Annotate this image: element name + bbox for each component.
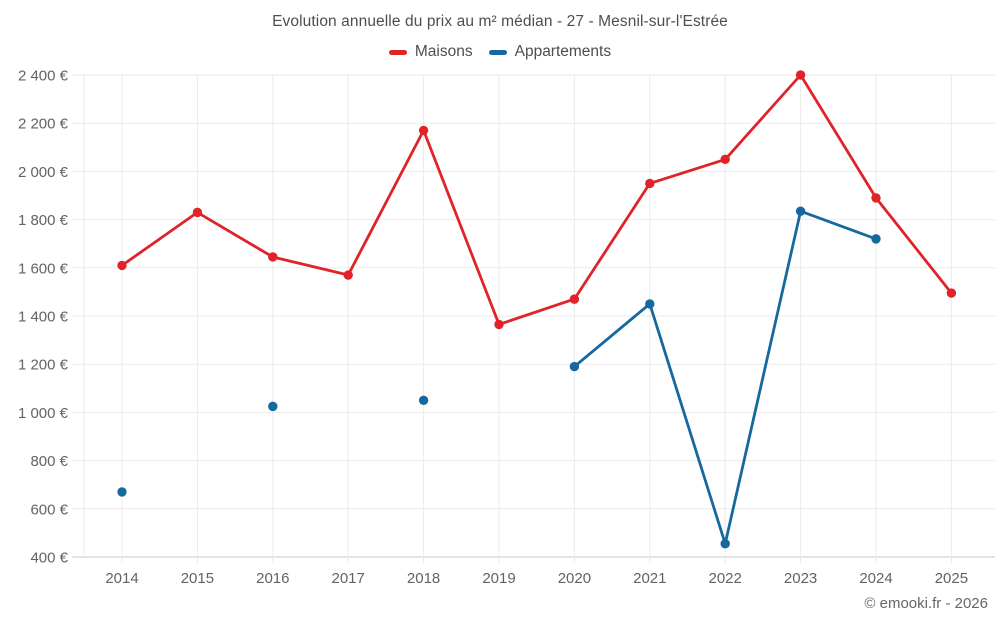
data-point-maisons-2023[interactable] [795, 70, 806, 80]
data-point-maisons-2024[interactable] [871, 193, 881, 203]
x-tick-label: 2017 [332, 570, 365, 587]
x-tick-label: 2022 [709, 570, 742, 587]
x-tick-label: 2014 [105, 570, 138, 587]
x-tick-label: 2021 [633, 570, 666, 587]
attribution-text: © emooki.fr - 2026 [864, 595, 988, 612]
data-point-appartements-2014[interactable] [117, 487, 127, 497]
data-point-appartements-2022[interactable] [720, 539, 730, 549]
legend-item-appartements[interactable]: Appartements [488, 43, 612, 61]
data-point-maisons-2015[interactable] [192, 207, 203, 218]
chart-title: Evolution annuelle du prix au m² médian … [272, 13, 728, 30]
x-tick-label: 2016 [256, 570, 289, 587]
data-point-appartements-2021[interactable] [645, 299, 655, 309]
data-point-appartements-2020[interactable] [569, 361, 580, 372]
y-tick-label: 2 200 € [18, 116, 69, 133]
x-tick-label: 2019 [482, 570, 515, 587]
series-line-maisons [120, 73, 953, 326]
data-point-maisons-2018[interactable] [418, 125, 429, 136]
data-point-maisons-2025[interactable] [946, 288, 957, 298]
data-point-maisons-2016[interactable] [268, 252, 278, 262]
y-tick-label: 400 € [30, 550, 68, 567]
data-point-appartements-2016[interactable] [268, 401, 278, 412]
x-tick-label: 2024 [859, 570, 892, 587]
y-tick-label: 800 € [30, 453, 68, 470]
y-tick-label: 1 000 € [18, 405, 69, 422]
y-tick-label: 2 400 € [18, 68, 69, 85]
y-tick-label: 1 200 € [18, 357, 69, 374]
y-tick-label: 600 € [30, 501, 68, 518]
maisons-line-marker-icon [388, 49, 407, 55]
data-point-appartements-2018[interactable] [418, 395, 429, 406]
x-tick-label: 2018 [407, 570, 440, 587]
data-point-maisons-2021[interactable] [645, 178, 655, 189]
chart-legend: Maisons Appartements [0, 43, 1000, 61]
data-point-maisons-2019[interactable] [494, 319, 504, 330]
data-point-appartements-2024[interactable] [871, 234, 881, 244]
data-point-maisons-2022[interactable] [720, 154, 730, 165]
legend-label: Maisons [414, 43, 473, 60]
data-point-maisons-2014[interactable] [117, 260, 127, 271]
data-point-maisons-2020[interactable] [569, 294, 580, 304]
data-point-maisons-2017[interactable] [343, 270, 353, 280]
y-tick-label: 1 800 € [18, 212, 69, 229]
x-tick-label: 2020 [558, 570, 591, 587]
x-tick-label: 2025 [935, 570, 968, 587]
x-tick-label: 2015 [181, 570, 214, 587]
legend-label: Appartements [514, 43, 612, 60]
y-tick-label: 1 600 € [18, 260, 69, 277]
y-tick-label: 2 000 € [18, 164, 69, 181]
legend-item-maisons[interactable]: Maisons [388, 43, 473, 61]
y-tick-label: 1 400 € [18, 309, 69, 326]
data-point-appartements-2023[interactable] [795, 206, 806, 216]
x-tick-label: 2023 [784, 570, 817, 587]
appartements-line-marker-icon [488, 49, 507, 55]
